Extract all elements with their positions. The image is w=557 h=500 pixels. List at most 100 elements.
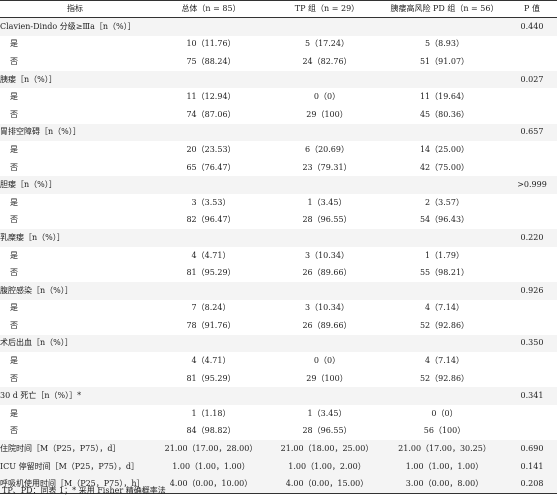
cell-tp: 4.00（0.00，15.00） bbox=[272, 475, 382, 495]
cell-pd: 3.00（0.00，8.00） bbox=[382, 475, 507, 495]
row-label: 胃排空障碍［n（%）］ bbox=[0, 123, 150, 142]
table-row: 住院时间［M（P25，P75），d］ 21.00（17.00，28.00） 21.0… bbox=[0, 440, 557, 458]
row-label: 否 bbox=[10, 56, 18, 66]
table-row: 否 74（87.06） 29（100） 45（80.36） bbox=[0, 106, 557, 124]
cell-p-value bbox=[507, 141, 557, 159]
cell-tp: 5（17.24） bbox=[305, 39, 349, 49]
cell-pd bbox=[382, 123, 507, 142]
cell-total bbox=[150, 70, 272, 89]
row-label: 是 bbox=[10, 144, 18, 154]
cell-p-value bbox=[507, 194, 557, 212]
cell-tp bbox=[272, 281, 382, 300]
cell-tp: 0（0） bbox=[313, 356, 341, 366]
cell-p-value: 0.657 bbox=[507, 123, 557, 142]
table-footnote: TP、PD：同表 1；* 采用 Fisher 精确概率法 bbox=[2, 486, 166, 495]
table-row: 否 78（91.76） 26（89.66） 52（92.86） bbox=[0, 317, 557, 335]
cell-tp bbox=[272, 70, 382, 89]
table-row: 是 7（8.24） 3（10.34） 4（7.14） bbox=[0, 300, 557, 318]
cell-p-value bbox=[507, 106, 557, 124]
cell-total: 1（1.18） bbox=[191, 408, 231, 418]
table-row: 术后出血［n（%）］ 0.350 bbox=[0, 334, 557, 353]
cell-pd: 52（92.86） bbox=[419, 373, 470, 383]
cell-pd: 0（0） bbox=[431, 408, 458, 418]
table-header: 指标 总体（n = 85） TP 组（n = 29） 胰瘘高风险 PD 组（n … bbox=[0, 0, 557, 18]
cell-total: 4（4.71） bbox=[191, 356, 231, 366]
cell-total: 82（96.47） bbox=[186, 215, 236, 225]
cell-p-value: 0.926 bbox=[507, 281, 557, 300]
row-label: 否 bbox=[10, 215, 18, 225]
cell-pd: 11（19.64） bbox=[419, 92, 470, 102]
row-label: 是 bbox=[10, 39, 18, 49]
table-row: 胃排空障碍［n（%）］ 0.657 bbox=[0, 123, 557, 142]
row-label: 胆瘘［n（%）］ bbox=[0, 176, 150, 194]
cell-pd: 2（3.57） bbox=[425, 197, 464, 207]
header-indicator: 指标 bbox=[0, 0, 150, 18]
row-label: 否 bbox=[10, 109, 18, 119]
row-label: 是 bbox=[10, 356, 18, 366]
cell-p-value: 0.341 bbox=[507, 387, 557, 406]
cell-p-value bbox=[507, 352, 557, 370]
cell-pd: 14（25.00） bbox=[419, 144, 470, 154]
cell-pd bbox=[382, 334, 507, 353]
cell-pd bbox=[382, 17, 507, 36]
row-label: 住院时间［M（P25，P75），d］ bbox=[0, 440, 150, 458]
table-row: 胆瘘［n（%）］ >0.999 bbox=[0, 176, 557, 194]
header-total: 总体（n = 85） bbox=[150, 0, 272, 18]
cell-tp: 29（100） bbox=[306, 373, 348, 383]
cell-tp: 28（96.55） bbox=[302, 426, 352, 436]
table-row: 是 4（4.71） 3（10.34） 1（1.79） bbox=[0, 247, 557, 265]
cell-total: 10（11.76） bbox=[186, 39, 236, 49]
table-row: 是 20（23.53） 6（20.69） 14（25.00） bbox=[0, 141, 557, 159]
cell-pd bbox=[382, 281, 507, 300]
cell-p-value bbox=[507, 370, 557, 388]
cell-pd bbox=[382, 70, 507, 89]
cell-pd bbox=[382, 387, 507, 406]
table-row: 是 11（12.94） 0（0） 11（19.64） bbox=[0, 88, 557, 106]
cell-pd: 56（100） bbox=[423, 426, 466, 436]
cell-total bbox=[150, 229, 272, 247]
cell-p-value bbox=[507, 159, 557, 177]
row-label: 否 bbox=[10, 162, 18, 172]
cell-pd: 1.00（1.00，1.00） bbox=[382, 457, 507, 476]
cell-p-value: 0.141 bbox=[507, 457, 557, 476]
cell-tp: 26（89.66） bbox=[302, 268, 352, 278]
cell-tp: 23（79.31） bbox=[302, 162, 352, 172]
cell-tp: 3（10.34） bbox=[305, 303, 349, 313]
cell-p-value: 0.440 bbox=[507, 17, 557, 36]
table-row: 是 3（3.53） 1（3.45） 2（3.57） bbox=[0, 194, 557, 212]
header-tp-group: TP 组（n = 29） bbox=[272, 0, 382, 18]
cell-pd: 21.00（17.00，30.25） bbox=[382, 440, 507, 458]
row-label: 是 bbox=[10, 250, 18, 260]
cell-total: 75（88.24） bbox=[186, 56, 236, 66]
cell-pd: 55（98.21） bbox=[419, 268, 470, 278]
row-label: 是 bbox=[10, 303, 18, 313]
table-row: 乳糜瘘［n（%）］ 0.220 bbox=[0, 229, 557, 247]
cell-tp: 3（10.34） bbox=[305, 250, 349, 260]
cell-total bbox=[150, 176, 272, 194]
cell-tp: 26（89.66） bbox=[302, 320, 352, 330]
cell-total: 84（98.82） bbox=[186, 426, 236, 436]
cell-total: 1.00（1.00，1.00） bbox=[150, 457, 272, 476]
row-label: 30 d 死亡［n（%）］* bbox=[0, 387, 150, 406]
cell-p-value: 0.690 bbox=[507, 440, 557, 458]
cell-p-value bbox=[507, 247, 557, 265]
cell-p-value bbox=[507, 36, 557, 54]
cell-total: 21.00（17.00，28.00） bbox=[150, 440, 272, 458]
cell-total: 11（12.94） bbox=[186, 92, 236, 102]
row-label: 呼吸机使用时间［M（P25，P75），h］ bbox=[0, 475, 150, 495]
table-row: 胰瘘［n（%）］ 0.027 bbox=[0, 70, 557, 89]
cell-p-value: 0.220 bbox=[507, 229, 557, 247]
table-row: ICU 停留时间［M（P25，P75），d］ 1.00（1.00，1.00） 1.0… bbox=[0, 457, 557, 476]
cell-p-value bbox=[507, 264, 557, 282]
table-row: 是 4（4.71） 0（0） 4（7.14） bbox=[0, 352, 557, 370]
row-label: ICU 停留时间［M（P25，P75），d］ bbox=[0, 457, 150, 476]
cell-pd: 54（96.43） bbox=[419, 215, 470, 225]
cell-total: 4（4.71） bbox=[191, 250, 231, 260]
cell-p-value bbox=[507, 317, 557, 335]
cell-tp: 1（3.45） bbox=[307, 408, 347, 418]
table-row: 是 10（11.76） 5（17.24） 5（8.93） bbox=[0, 36, 557, 54]
cell-tp: 0（0） bbox=[313, 92, 341, 102]
cell-tp: 1（3.45） bbox=[307, 197, 347, 207]
cell-total: 65（76.47） bbox=[186, 162, 236, 172]
table-row: 否 65（76.47） 23（79.31） 42（75.00） bbox=[0, 159, 557, 177]
